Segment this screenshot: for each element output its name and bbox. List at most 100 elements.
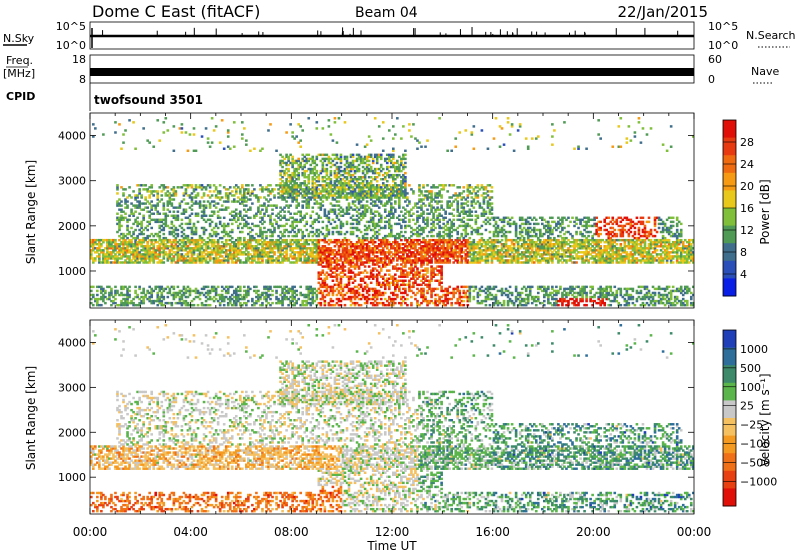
power-cell	[373, 192, 377, 195]
power-cell	[359, 186, 363, 189]
freq-label: Freq.	[6, 54, 33, 67]
power-cell	[398, 214, 401, 217]
power-cell	[285, 259, 288, 262]
power-cell	[148, 295, 151, 299]
power-cell	[208, 253, 212, 256]
power-cell	[200, 184, 204, 187]
power-cell	[196, 295, 200, 299]
power-cell	[301, 190, 305, 193]
power-cell	[291, 180, 294, 183]
power-cell	[420, 293, 423, 297]
power-cell	[269, 218, 272, 222]
power-cell	[307, 204, 311, 207]
power-cell	[335, 243, 339, 246]
power-cell	[325, 240, 329, 244]
power-cell	[106, 261, 109, 264]
power-cell	[398, 257, 401, 260]
power-cell	[289, 175, 292, 179]
power-cell	[339, 277, 343, 280]
power-cell	[114, 297, 117, 301]
power-cell	[383, 285, 387, 289]
power-cell	[176, 206, 180, 209]
power-cell	[96, 289, 99, 293]
power-cell	[375, 184, 379, 187]
power-cell	[383, 220, 387, 224]
power-cell	[132, 261, 135, 264]
power-cell	[410, 247, 413, 250]
power-cell	[375, 155, 379, 159]
power-cell	[277, 257, 280, 260]
power-cell	[198, 261, 202, 264]
power-cell	[377, 218, 381, 222]
power-cell	[396, 194, 399, 197]
power-cell	[377, 153, 381, 157]
power-cell	[194, 212, 198, 215]
power-cell	[412, 269, 415, 272]
power-cell	[311, 253, 315, 256]
power-cell	[365, 236, 369, 240]
power-cell	[285, 249, 288, 252]
power-cell	[394, 194, 397, 197]
power-cell	[319, 169, 323, 173]
power-cell	[164, 192, 168, 195]
power-cell	[331, 196, 335, 199]
power-cell	[373, 196, 377, 199]
power-cell	[238, 261, 242, 264]
power-cell	[351, 295, 355, 299]
power-cell	[158, 287, 162, 291]
power-cell	[144, 202, 147, 205]
power-cell	[339, 293, 343, 297]
power-cell	[361, 159, 365, 163]
power-cell	[396, 257, 399, 260]
power-cell	[249, 257, 252, 260]
power-cell	[178, 295, 182, 299]
power-cell	[198, 236, 202, 240]
power-cell	[325, 196, 329, 199]
power-cell	[385, 299, 389, 303]
power-cell	[357, 273, 361, 276]
power-cell	[170, 220, 174, 224]
power-cell	[245, 295, 248, 299]
power-cell	[357, 186, 361, 189]
power-cell	[291, 249, 294, 252]
power-cell	[134, 251, 137, 254]
power-cell	[400, 273, 403, 276]
power-cell	[351, 226, 355, 230]
power-cell	[307, 206, 311, 209]
power-cell	[267, 200, 270, 203]
power-cell	[198, 206, 202, 209]
power-cell	[134, 210, 137, 213]
power-cell	[188, 206, 192, 209]
power-cell	[355, 234, 359, 238]
power-cell	[387, 159, 391, 163]
power-cell	[327, 175, 331, 179]
power-cell	[327, 285, 331, 289]
power-cell	[224, 251, 228, 254]
power-cell	[373, 245, 377, 248]
power-cell	[422, 247, 425, 250]
power-cell	[311, 251, 315, 254]
power-cell	[341, 247, 345, 250]
power-cell	[303, 175, 307, 179]
power-cell	[140, 299, 143, 303]
power-cell	[277, 216, 280, 220]
power-cell	[295, 190, 298, 193]
power-cell	[110, 299, 113, 303]
power-cell	[247, 251, 250, 254]
power-cell	[92, 238, 95, 242]
power-cell	[194, 240, 198, 244]
power-cell	[335, 267, 339, 270]
power-cell	[377, 198, 381, 201]
power-cell	[293, 303, 296, 307]
power-cell	[168, 301, 172, 305]
power-cell	[357, 251, 361, 254]
power-cell	[190, 257, 194, 260]
power-cell	[212, 287, 216, 291]
power-cell	[216, 240, 220, 244]
power-cell	[394, 253, 397, 256]
power-cell	[198, 238, 202, 242]
power-cell	[424, 249, 427, 252]
power-cell	[353, 289, 357, 293]
power-cell	[333, 163, 337, 167]
power-cell	[180, 222, 184, 226]
